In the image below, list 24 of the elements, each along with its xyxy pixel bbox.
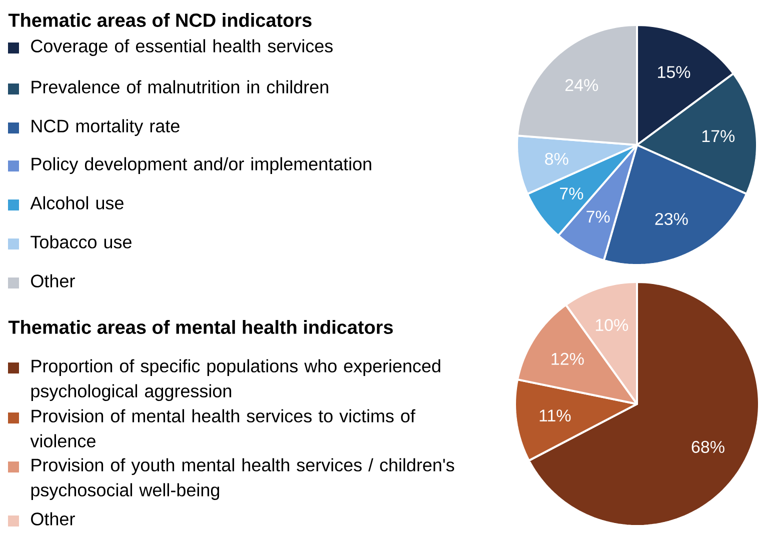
legend-label: Proportion of specific populations who experienced psychological aggression (31, 359, 440, 401)
data-label: 12% (552, 352, 584, 365)
data-label: 10% (596, 318, 628, 332)
chart-title: Thematic areas of NCD indicators (8, 13, 312, 27)
legend-label: Coverage of essential health services (31, 39, 333, 56)
data-label: 17% (702, 130, 735, 142)
data-label: 24% (565, 79, 598, 92)
legend-label: Tobacco use (30, 235, 132, 248)
legend-label: Other (31, 274, 75, 288)
data-label: 68% (692, 440, 724, 453)
data-label: 8% (545, 152, 568, 165)
legend-label: Policy development and/or implementation (32, 157, 372, 174)
data-label: 15% (658, 66, 690, 78)
legend-label: Provision of youth mental health services / children's psychosocial well-being (31, 458, 454, 500)
text: Thematic areas of mental health indicators (8, 320, 393, 334)
data-label: 11% (540, 410, 571, 422)
legend-label: Alcohol use (30, 196, 124, 210)
data-label: 7% (586, 210, 610, 223)
legend-label: Prevalence of malnutrition in children (32, 80, 328, 94)
data-label: 7% (560, 188, 584, 200)
legend-label: Provision of mental health services to victims of violence (30, 409, 416, 448)
legend-label: Other (31, 512, 75, 526)
data-label: 23% (655, 212, 688, 225)
legend-label: NCD mortality rate (32, 119, 180, 136)
